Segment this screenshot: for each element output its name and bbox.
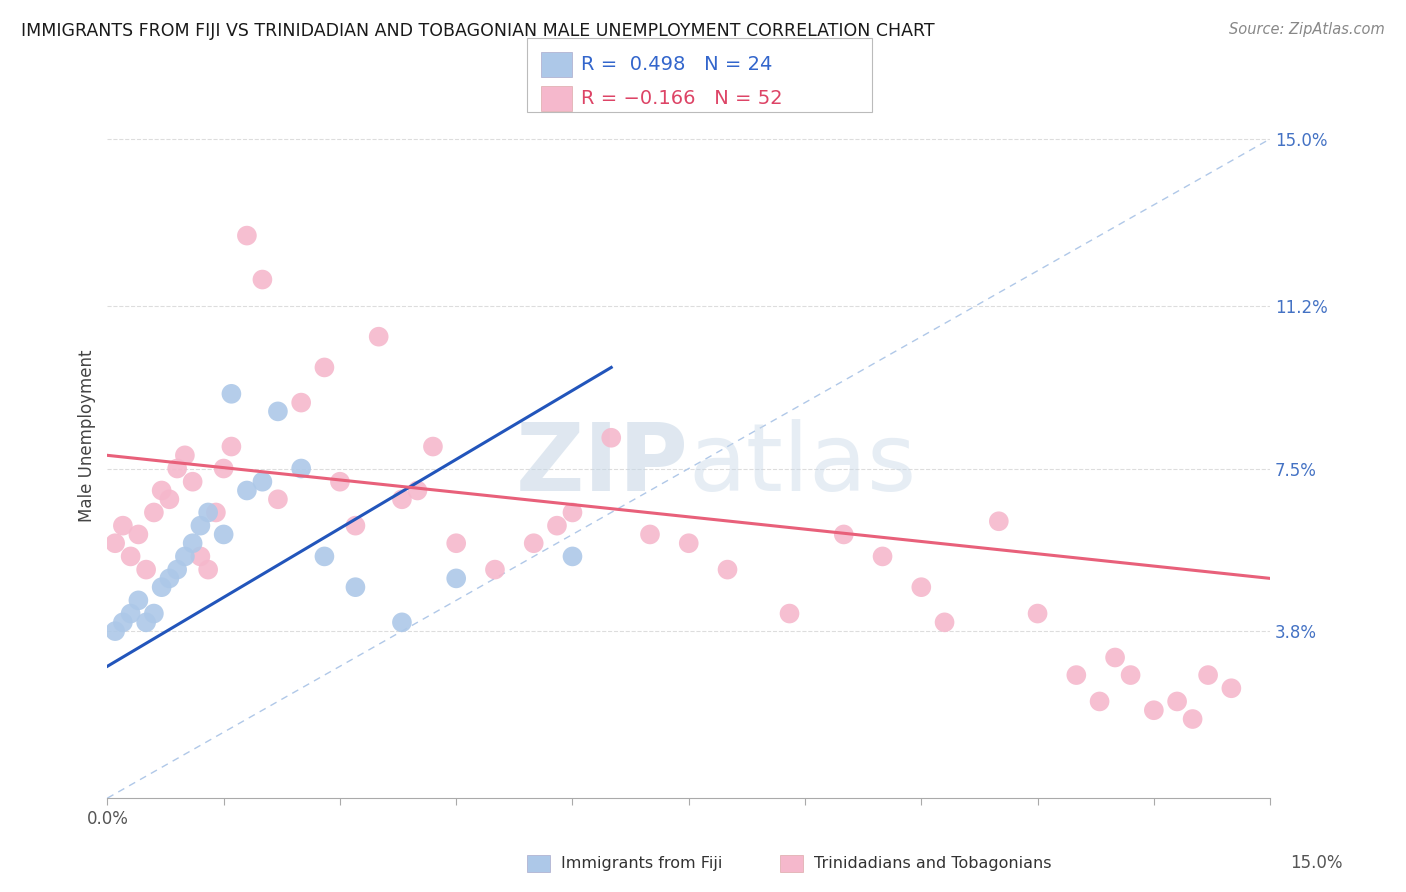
Point [314, 360, 336, 375]
Point [987, 514, 1010, 528]
Point [111, 615, 134, 630]
Point [1181, 712, 1204, 726]
Point [150, 580, 173, 594]
Point [406, 483, 429, 498]
Point [221, 440, 243, 454]
Point [344, 580, 367, 594]
Point [174, 448, 197, 462]
Point [344, 518, 367, 533]
Point [1119, 668, 1142, 682]
Text: Trinidadians and Tobagonians: Trinidadians and Tobagonians [814, 856, 1052, 871]
Point [678, 536, 700, 550]
Point [135, 563, 157, 577]
Text: Source: ZipAtlas.com: Source: ZipAtlas.com [1229, 22, 1385, 37]
Text: Immigrants from Fiji: Immigrants from Fiji [561, 856, 723, 871]
Point [600, 431, 623, 445]
Point [391, 492, 413, 507]
Text: atlas: atlas [689, 418, 917, 510]
Point [150, 483, 173, 498]
Point [252, 475, 274, 489]
Point [329, 475, 352, 489]
Point [716, 563, 738, 577]
Point [367, 329, 389, 343]
Point [546, 518, 568, 533]
Text: IMMIGRANTS FROM FIJI VS TRINIDADIAN AND TOBAGONIAN MALE UNEMPLOYMENT CORRELATION: IMMIGRANTS FROM FIJI VS TRINIDADIAN AND … [21, 22, 935, 40]
Point [779, 607, 801, 621]
Point [1197, 668, 1219, 682]
Point [561, 506, 583, 520]
Point [832, 527, 855, 541]
Point [127, 593, 149, 607]
Point [252, 272, 274, 286]
Point [1088, 694, 1111, 708]
Point [212, 527, 235, 541]
Point [174, 549, 197, 564]
Point [135, 615, 157, 630]
Point [1166, 694, 1188, 708]
Point [561, 549, 583, 564]
Point [1220, 681, 1243, 696]
Point [142, 607, 165, 621]
Point [236, 228, 259, 243]
Point [157, 492, 180, 507]
Point [934, 615, 956, 630]
Point [221, 386, 243, 401]
Y-axis label: Male Unemployment: Male Unemployment [79, 350, 96, 522]
Point [236, 483, 259, 498]
Point [910, 580, 932, 594]
Point [444, 571, 467, 585]
Point [205, 506, 228, 520]
Point [190, 549, 212, 564]
Text: 15.0%: 15.0% [1291, 855, 1343, 872]
Point [391, 615, 413, 630]
Text: ZIP: ZIP [516, 418, 689, 510]
Point [872, 549, 894, 564]
Point [314, 549, 336, 564]
Point [1143, 703, 1166, 717]
Point [484, 563, 506, 577]
Point [267, 492, 290, 507]
Point [197, 506, 219, 520]
Point [422, 440, 444, 454]
Point [181, 475, 204, 489]
Point [1026, 607, 1049, 621]
Point [127, 527, 149, 541]
Point [1104, 650, 1126, 665]
Text: R =  0.498   N = 24: R = 0.498 N = 24 [581, 55, 772, 74]
Point [181, 536, 204, 550]
Point [120, 607, 142, 621]
Point [444, 536, 467, 550]
Point [212, 461, 235, 475]
Point [157, 571, 180, 585]
Point [142, 506, 165, 520]
Point [1066, 668, 1088, 682]
Point [290, 461, 312, 475]
Point [104, 624, 127, 639]
Point [190, 518, 212, 533]
Point [523, 536, 546, 550]
Text: R = −0.166   N = 52: R = −0.166 N = 52 [581, 89, 782, 108]
Point [120, 549, 142, 564]
Point [638, 527, 661, 541]
Point [104, 536, 127, 550]
Point [166, 461, 188, 475]
Point [111, 518, 134, 533]
Point [197, 563, 219, 577]
Point [267, 404, 290, 418]
Point [166, 563, 188, 577]
Point [290, 395, 312, 409]
